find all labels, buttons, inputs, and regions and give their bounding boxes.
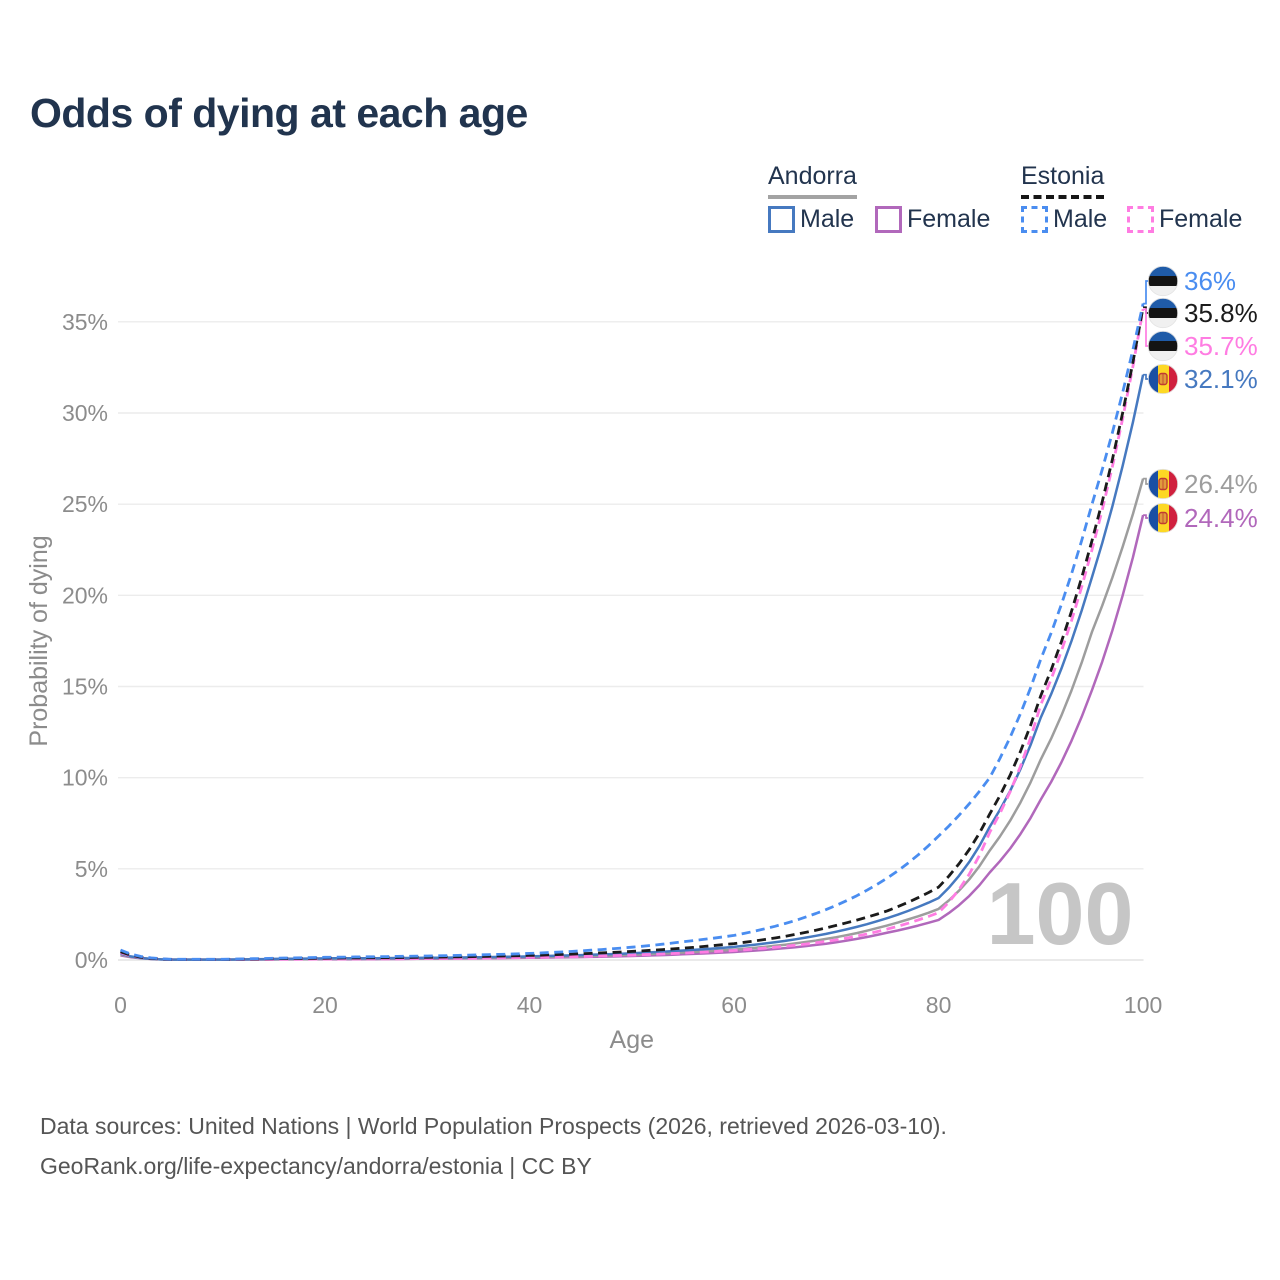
estonia-flag-icon [1147, 330, 1179, 362]
estonia-flag-icon [1147, 297, 1179, 329]
attribution-text: GeoRank.org/life-expectancy/andorra/esto… [40, 1153, 592, 1179]
x-tick-label-80: 80 [926, 992, 952, 1018]
flag-stripe [1148, 308, 1178, 319]
andorra-flag-icon [1147, 502, 1179, 534]
flag-stripe [1148, 298, 1178, 309]
chart-footer: Data sources: United Nations | World Pop… [40, 1106, 947, 1186]
flag-rim [1147, 265, 1179, 297]
estonia-male-swatch-icon [1021, 206, 1048, 233]
flag-stripe [1169, 503, 1178, 533]
flag-stripe [1148, 331, 1178, 342]
label-leader-estonia-female [1143, 308, 1149, 347]
legend-item-estonia-female[interactable]: Female [1127, 205, 1242, 234]
flag-rim [1147, 363, 1179, 395]
end-value-label-andorra-male: 32.1% [1184, 364, 1258, 394]
legend-item-andorra-male[interactable]: Male [768, 205, 854, 234]
flag-rim [1147, 297, 1179, 329]
flag-stripe [1148, 276, 1178, 287]
y-tick-label-35: 35% [62, 309, 108, 335]
series-line-estonia-male [119, 303, 1145, 961]
flag-stripe [1148, 364, 1159, 394]
legend-item-estonia-male[interactable]: Male [1021, 205, 1107, 234]
series-line-estonia-female [120, 308, 1145, 961]
legend-item-label: Female [907, 205, 991, 233]
y-tick-label-30: 30% [62, 400, 108, 426]
estonia-female-swatch-icon [1127, 206, 1154, 233]
legend-item-andorra-female[interactable]: Female [875, 205, 990, 234]
end-value-label-estonia-female: 35.7% [1184, 331, 1258, 361]
data-sources-text: Data sources: United Nations | World Pop… [40, 1113, 947, 1139]
flag-stripe [1148, 266, 1178, 277]
andorra-male-swatch-icon [768, 206, 795, 233]
label-leader-andorra-male [1143, 373, 1149, 380]
x-tick-label-60: 60 [721, 992, 747, 1018]
y-tick-label-20: 20% [62, 582, 108, 608]
series-line-estonia-both [120, 306, 1145, 961]
y-tick-label-10: 10% [62, 765, 108, 791]
x-axis-title: Age [610, 1026, 654, 1054]
legend-group-andorra[interactable]: Andorra [768, 162, 857, 199]
legend-item-label: Male [800, 205, 855, 233]
flag-stripe [1148, 341, 1178, 352]
flag-rim [1147, 330, 1179, 362]
andorra-female-swatch-icon [875, 206, 902, 233]
legend-item-label: Male [1053, 205, 1108, 233]
end-value-label-estonia-male: 36% [1184, 266, 1236, 296]
andorra-flag-icon [1147, 468, 1179, 500]
x-tick-label-0: 0 [114, 992, 127, 1018]
label-leader-andorra-both [1143, 477, 1149, 485]
estonia-flag-icon [1147, 265, 1179, 297]
label-leader-andorra-female [1143, 514, 1149, 519]
watermark-age-counter: 100 [987, 864, 1134, 963]
flag-stripe [1148, 503, 1159, 533]
legend-group-estonia[interactable]: Estonia [1021, 162, 1105, 199]
end-value-label-estonia-both: 35.8% [1184, 298, 1258, 328]
end-value-label-andorra-both: 26.4% [1184, 469, 1258, 499]
y-tick-label-15: 15% [62, 674, 108, 700]
flag-stripe [1169, 469, 1178, 499]
flag-rim [1147, 468, 1179, 500]
flag-stripe [1148, 351, 1178, 361]
flag-stripe [1148, 469, 1159, 499]
label-leader-estonia-male [1143, 280, 1149, 305]
y-axis-title: Probability of dying [25, 535, 53, 746]
flag-rim [1147, 502, 1179, 534]
y-tick-label-0: 0% [75, 947, 108, 973]
y-tick-label-25: 25% [62, 491, 108, 517]
flag-stripe [1169, 364, 1178, 394]
y-tick-label-5: 5% [75, 856, 108, 882]
flag-stripe [1148, 318, 1178, 328]
flag-stripe [1148, 286, 1178, 296]
end-value-label-andorra-female: 24.4% [1184, 503, 1258, 533]
andorra-flag-icon [1147, 363, 1179, 395]
x-tick-label-100: 100 [1124, 992, 1162, 1018]
chart-title: Odds of dying at each age [30, 90, 528, 136]
legend-item-label: Female [1159, 205, 1243, 233]
x-tick-label-40: 40 [517, 992, 543, 1018]
series-line-andorra-male [120, 374, 1145, 961]
x-tick-label-20: 20 [312, 992, 338, 1018]
